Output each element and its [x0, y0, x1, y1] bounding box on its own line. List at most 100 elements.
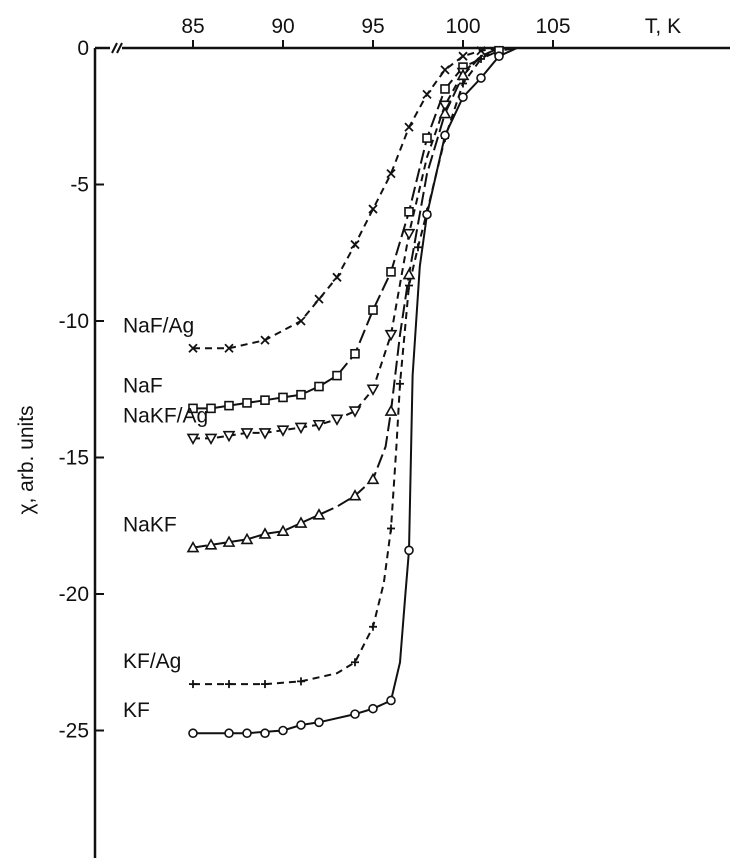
y-tick-label: -10: [59, 310, 89, 333]
y-tick-label: -15: [59, 447, 89, 470]
data-point-naf-ag: [476, 46, 486, 56]
data-point-nakf-ag: [258, 428, 272, 440]
data-point-nakf: [366, 472, 380, 485]
data-point-naf: [260, 395, 270, 405]
data-point-nakf-ag: [384, 329, 398, 342]
data-point-nakf: [186, 540, 200, 553]
data-point-kf: [296, 720, 306, 730]
data-point-nakf-ag: [222, 430, 236, 443]
labels-layer: NaF/Ag NaF NaKF/Ag NaKF KF/Ag KF: [123, 314, 208, 722]
data-point-kf: [260, 728, 270, 739]
data-point-nakf: [240, 532, 254, 545]
data-point-naf: [296, 389, 306, 400]
series-line-nakf-ag: [193, 47, 500, 440]
series-label-kf-ag: KF/Ag: [123, 650, 181, 673]
data-point-naf-ag: [332, 272, 342, 282]
data-point-nakf-ag: [402, 228, 416, 241]
data-point-kf-ag: [369, 622, 377, 631]
data-point-naf-ag: [188, 343, 198, 353]
series-line-nakf: [192, 47, 500, 549]
data-point-nakf-ag: [366, 384, 380, 396]
data-point-kf: [422, 209, 432, 220]
axes-layer: 85 90 95 100 105 T, K 0 -5 -10 -15 -20 -25 χ, arb. u…: [15, 15, 730, 858]
data-point-naf-ag: [422, 89, 432, 100]
data-point-kf-ag: [459, 79, 467, 88]
data-point-kf: [476, 73, 486, 83]
series-line-naf-ag: [193, 47, 500, 350]
data-point-kf: [350, 709, 360, 719]
data-point-nakf-ag: [240, 428, 254, 440]
data-point-nakf-ag: [186, 433, 200, 446]
data-point-kf: [440, 130, 450, 141]
x-tick-label: 90: [271, 15, 294, 38]
data-point-kf: [314, 717, 324, 728]
series-label-nakf: NaKF: [123, 514, 177, 537]
data-point-kf: [458, 92, 468, 102]
data-point-naf: [278, 392, 288, 403]
data-point-nakf-ag: [294, 422, 308, 435]
series-label-nakf-ag: NaKF/Ag: [123, 404, 208, 427]
data-point-naf-ag: [440, 65, 450, 75]
data-point-kf: [188, 728, 198, 739]
data-point-kf-ag: [351, 658, 359, 667]
y-tick-label: -25: [59, 720, 89, 743]
series-label-naf-ag: NaF/Ag: [123, 314, 194, 337]
data-point-naf: [188, 403, 198, 414]
data-point-naf: [440, 84, 450, 94]
data-point-kf-ag: [225, 680, 233, 689]
data-point-naf: [206, 403, 216, 414]
y-axis-title: χ, arb. units: [15, 405, 38, 514]
data-point-naf-ag: [350, 239, 360, 250]
data-point-naf-ag: [386, 168, 396, 179]
data-point-nakf: [312, 508, 326, 520]
data-point-nakf: [276, 524, 290, 537]
x-tick-label: 100: [445, 15, 480, 38]
data-point-kf-ag: [414, 243, 422, 252]
data-point-naf-ag: [458, 51, 468, 61]
data-point-kf-ag: [189, 680, 197, 689]
data-point-kf-ag: [387, 524, 395, 533]
data-point-naf: [332, 370, 342, 381]
data-point-kf: [224, 728, 234, 739]
data-point-kf-ag: [297, 677, 305, 686]
markers-layer: [186, 45, 504, 739]
series-line-kf: [193, 47, 518, 735]
data-point-nakf: [402, 267, 416, 280]
data-point-nakf-ag: [204, 433, 218, 446]
x-axis-title: T, K: [645, 15, 681, 38]
data-point-nakf-ag: [438, 100, 452, 112]
data-point-naf: [386, 267, 396, 277]
data-point-naf-ag: [368, 204, 378, 214]
series-lines-layer: [192, 47, 518, 735]
data-point-nakf-ag: [312, 419, 326, 432]
data-point-naf-ag: [314, 294, 324, 304]
data-point-naf: [368, 305, 378, 315]
data-point-kf: [278, 725, 288, 736]
data-point-nakf-ag: [348, 406, 362, 418]
data-point-kf-ag: [477, 54, 485, 63]
data-point-kf: [494, 51, 504, 61]
x-axis-break-mark: [116, 42, 123, 54]
data-point-kf: [242, 728, 252, 739]
data-point-nakf-ag: [276, 425, 290, 437]
data-point-kf-ag: [396, 379, 404, 388]
y-tick-label: -20: [59, 583, 89, 606]
y-tick-label: -5: [70, 174, 89, 197]
x-tick-label: 105: [535, 15, 570, 38]
data-point-kf: [368, 703, 378, 714]
data-point-naf: [314, 381, 324, 392]
data-point-kf: [386, 695, 396, 706]
data-point-naf-ag: [260, 335, 270, 345]
data-point-naf: [224, 400, 234, 411]
series-label-kf: KF: [123, 699, 150, 722]
data-point-naf: [422, 133, 432, 143]
data-point-kf-ag: [405, 281, 413, 290]
x-axis-break-mark: [111, 42, 118, 54]
x-tick-label: 95: [361, 15, 384, 38]
x-tick-label: 85: [181, 15, 204, 38]
data-point-nakf: [456, 68, 470, 81]
data-point-nakf: [438, 106, 452, 119]
data-point-nakf: [294, 516, 308, 528]
